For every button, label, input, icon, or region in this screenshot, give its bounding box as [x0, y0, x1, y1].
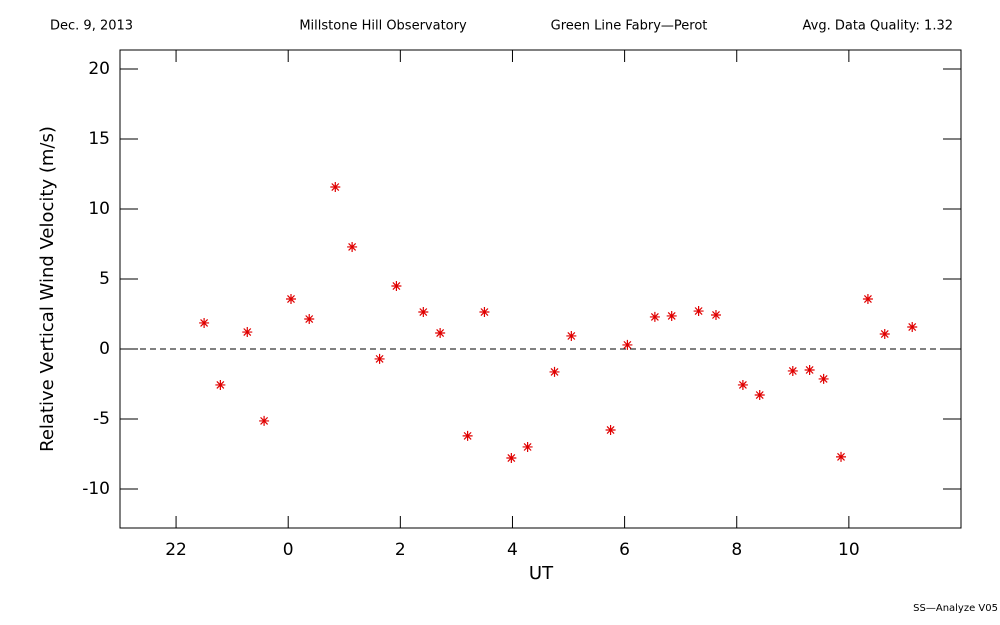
- data-point: [754, 390, 765, 401]
- data-point: [605, 425, 616, 436]
- data-point: [879, 329, 890, 340]
- data-point: [242, 327, 253, 338]
- data-point: [259, 415, 270, 426]
- x-tick-label: 4: [507, 540, 518, 560]
- x-tick-label: 10: [838, 540, 860, 560]
- data-point: [506, 453, 517, 464]
- data-point: [862, 294, 873, 305]
- x-axis-label: UT: [529, 563, 554, 584]
- data-point: [666, 310, 677, 321]
- x-tick-label: 6: [619, 540, 630, 560]
- plot-frame: [119, 49, 962, 529]
- data-point: [710, 309, 721, 320]
- y-tick-label: -10: [82, 479, 110, 499]
- data-point: [418, 307, 429, 318]
- y-tick-label: -5: [93, 409, 110, 429]
- data-quality: Avg. Data Quality: 1.32: [803, 19, 953, 34]
- data-point: [215, 379, 226, 390]
- y-tick-label: 5: [99, 269, 110, 289]
- data-point: [304, 314, 315, 325]
- data-point: [522, 441, 533, 452]
- data-point: [737, 379, 748, 390]
- data-point: [374, 353, 385, 364]
- observatory: Millstone Hill Observatory: [299, 19, 467, 34]
- data-point: [836, 451, 847, 462]
- y-tick-label: 0: [99, 339, 110, 359]
- x-tick-label: 8: [731, 540, 742, 560]
- x-tick-label: 0: [283, 540, 294, 560]
- data-point: [479, 307, 490, 318]
- data-point: [286, 294, 297, 305]
- data-point: [818, 373, 829, 384]
- instrument: Green Line Fabry—Perot: [551, 19, 708, 34]
- data-point: [622, 339, 633, 350]
- x-tick-label: 22: [165, 540, 187, 560]
- data-point: [549, 366, 560, 377]
- x-tick-label: 2: [395, 540, 406, 560]
- y-tick-label: 10: [88, 199, 110, 219]
- data-point: [804, 364, 815, 375]
- data-point: [462, 430, 473, 441]
- data-point: [199, 317, 210, 328]
- data-point: [566, 330, 577, 341]
- data-point: [693, 306, 704, 317]
- data-point: [787, 365, 798, 376]
- data-point: [435, 328, 446, 339]
- data-point: [347, 241, 358, 252]
- data-point: [391, 280, 402, 291]
- data-point: [330, 182, 341, 193]
- data-point: [649, 311, 660, 322]
- date: Dec. 9, 2013: [50, 19, 133, 34]
- footer: SS—Analyze V05: [913, 603, 998, 614]
- y-tick-label: 15: [88, 129, 110, 149]
- y-axis-label: Relative Vertical Wind Velocity (m/s): [37, 126, 58, 452]
- y-tick-label: 20: [88, 59, 110, 79]
- data-point: [907, 322, 918, 333]
